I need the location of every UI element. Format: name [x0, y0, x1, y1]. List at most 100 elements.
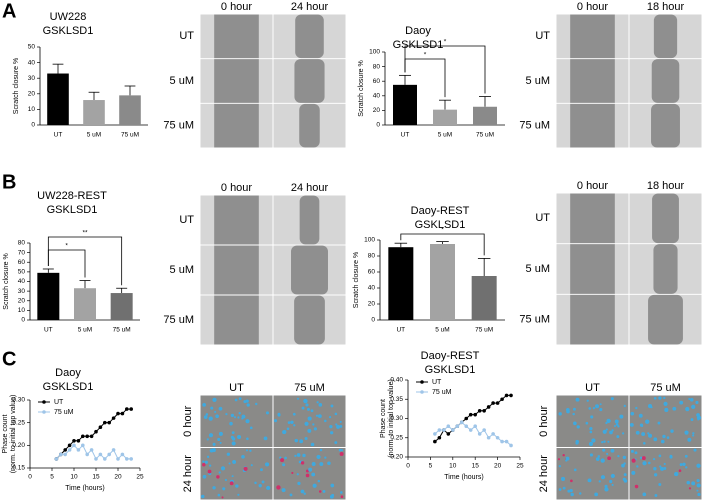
cell-marker: [686, 480, 691, 485]
cell-marker: [334, 441, 338, 444]
cell-marker: [293, 424, 296, 427]
cell-marker: [592, 406, 596, 410]
data-point: [76, 448, 81, 452]
cell-marker: [307, 416, 312, 421]
significance-label: *: [65, 243, 68, 250]
y-tick-label: 40: [368, 285, 376, 292]
data-point: [120, 411, 125, 416]
cell-marker: [685, 466, 688, 469]
cell-marker: [273, 419, 278, 423]
y-tick-label: 0.20: [12, 442, 25, 449]
cell-marker: [299, 439, 304, 444]
y-tick-label: 0.25: [390, 434, 403, 441]
data-point: [63, 452, 67, 457]
data-point: [94, 457, 98, 461]
cell-marker: [312, 423, 315, 426]
legend-marker: [42, 410, 46, 414]
x-axis-label: Time (hours): [65, 485, 104, 492]
y-tick-label: 60: [373, 78, 381, 85]
cell-marker: [688, 487, 692, 490]
cell-marker: [599, 408, 603, 412]
cell-marker: [308, 467, 313, 472]
data-point: [72, 439, 76, 443]
data-point: [67, 443, 72, 448]
cell-marker: [301, 406, 305, 410]
cell-marker: [670, 429, 674, 433]
data-point: [473, 412, 478, 417]
data-point: [81, 434, 85, 439]
cell-marker: [654, 494, 658, 497]
cell-marker: [565, 459, 568, 462]
scratch-area: [299, 103, 320, 148]
data-point: [464, 416, 469, 421]
x-tick-label: 10: [449, 463, 457, 470]
significance-bracket: [400, 233, 485, 256]
cell-marker: [589, 430, 593, 434]
cell-marker: [310, 442, 315, 447]
cell-marker: [304, 437, 308, 441]
cell-marker: [616, 435, 620, 439]
cell-marker: [663, 467, 667, 470]
series-line: [434, 394, 512, 442]
scratch-area: [570, 103, 615, 148]
image-row-label: 5 uM: [170, 264, 194, 276]
scratch-area: [570, 59, 615, 103]
cell-marker: [261, 480, 265, 484]
cell-marker: [296, 473, 299, 476]
cell-marker: [263, 436, 268, 441]
cell-marker: [210, 406, 214, 410]
scratch-area: [214, 245, 259, 295]
data-point: [107, 420, 111, 425]
cell-marker: [605, 421, 608, 425]
cell-marker: [589, 427, 593, 431]
cell-marker: [672, 406, 677, 411]
cell-marker: [287, 421, 291, 424]
cell-marker: [324, 456, 327, 459]
data-point: [491, 401, 495, 405]
cell-marker: [316, 401, 319, 404]
cell-marker: [214, 410, 217, 413]
cell-marker: [576, 425, 580, 429]
data-point: [437, 428, 442, 432]
x-tick-label: 5 uM: [78, 327, 92, 334]
cell-marker: [241, 417, 244, 420]
y-tick-label: 40: [18, 278, 26, 285]
cell-marker: [595, 404, 600, 409]
cell-marker: [606, 452, 609, 456]
cell-marker: [657, 421, 661, 425]
cell-marker: [208, 416, 213, 421]
y-axis-label: Scratch closure %: [358, 60, 365, 116]
cell-marker: [638, 413, 643, 418]
x-tick-label: 5 uM: [438, 132, 452, 139]
cell-marker: [237, 493, 240, 496]
cell-marker: [623, 479, 628, 483]
cell-marker: [652, 457, 656, 461]
cell-marker: [330, 483, 335, 488]
cell-marker: [331, 493, 335, 497]
image-column-label: 18 hour: [647, 1, 685, 13]
cell-marker: [312, 483, 317, 488]
image-column-label: 75 uM: [650, 382, 681, 394]
y-tick-label: 0.40: [390, 377, 403, 384]
cell-marker: [245, 419, 250, 424]
cell-marker: [203, 415, 208, 419]
cell-marker: [634, 451, 638, 455]
y-axis-label: Scratch closure %: [353, 252, 360, 308]
data-point: [120, 452, 125, 457]
cell-marker: [695, 400, 699, 405]
cell-marker: [697, 492, 701, 497]
scratch-area: [291, 245, 328, 295]
data-point: [59, 452, 63, 457]
cell-marker: [653, 397, 657, 400]
cell-marker: [302, 453, 306, 458]
data-point: [433, 439, 437, 444]
y-tick-label: 0: [21, 317, 25, 324]
y-tick-label: 80: [18, 240, 26, 247]
cell-marker: [636, 465, 639, 468]
significance-bracket: [47, 236, 123, 286]
data-point: [437, 435, 442, 440]
cell-marker: [249, 449, 252, 452]
scratch-area: [299, 195, 320, 245]
y-tick-label: 100: [369, 49, 380, 56]
